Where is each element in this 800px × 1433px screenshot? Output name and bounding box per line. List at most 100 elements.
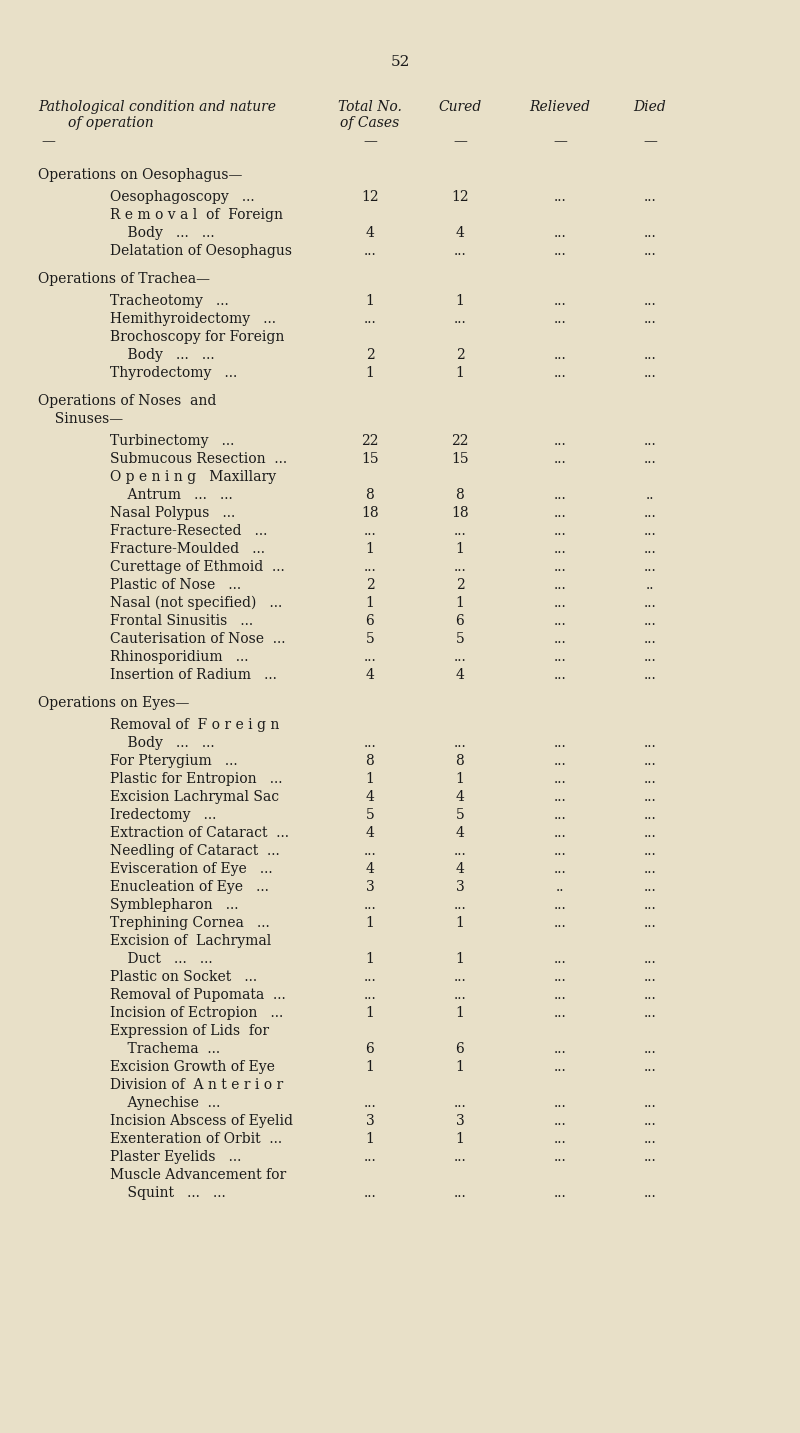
Text: of operation: of operation bbox=[68, 116, 154, 130]
Text: ...: ... bbox=[454, 312, 466, 325]
Text: Incision of Ectropion   ...: Incision of Ectropion ... bbox=[110, 1006, 283, 1020]
Text: Removal of  F o r e i g n: Removal of F o r e i g n bbox=[110, 718, 279, 732]
Text: 22: 22 bbox=[451, 434, 469, 449]
Text: ...: ... bbox=[364, 244, 376, 258]
Text: 6: 6 bbox=[456, 613, 464, 628]
Text: 22: 22 bbox=[362, 434, 378, 449]
Text: 8: 8 bbox=[456, 489, 464, 502]
Text: ...: ... bbox=[554, 863, 566, 876]
Text: ...: ... bbox=[644, 1187, 656, 1199]
Text: 5: 5 bbox=[456, 632, 464, 646]
Text: ...: ... bbox=[364, 1151, 376, 1164]
Text: 1: 1 bbox=[455, 596, 465, 610]
Text: Plastic of Nose   ...: Plastic of Nose ... bbox=[110, 577, 241, 592]
Text: Fracture-Resected   ...: Fracture-Resected ... bbox=[110, 524, 267, 537]
Text: For Pterygium   ...: For Pterygium ... bbox=[110, 754, 238, 768]
Text: ...: ... bbox=[644, 844, 656, 858]
Text: 52: 52 bbox=[390, 54, 410, 69]
Text: Died: Died bbox=[634, 100, 666, 115]
Text: ...: ... bbox=[554, 294, 566, 308]
Text: O p e n i n g   Maxillary: O p e n i n g Maxillary bbox=[110, 470, 276, 484]
Text: ...: ... bbox=[554, 524, 566, 537]
Text: ...: ... bbox=[554, 348, 566, 363]
Text: 1: 1 bbox=[366, 916, 374, 930]
Text: ...: ... bbox=[554, 916, 566, 930]
Text: Sinuses—: Sinuses— bbox=[46, 413, 123, 426]
Text: ...: ... bbox=[554, 987, 566, 1002]
Text: Plaster Eyelids   ...: Plaster Eyelids ... bbox=[110, 1151, 242, 1164]
Text: Total No.: Total No. bbox=[338, 100, 402, 115]
Text: 1: 1 bbox=[366, 294, 374, 308]
Text: 1: 1 bbox=[366, 365, 374, 380]
Text: Hemithyroidectomy   ...: Hemithyroidectomy ... bbox=[110, 312, 276, 325]
Text: ...: ... bbox=[554, 489, 566, 502]
Text: Incision Abscess of Eyelid: Incision Abscess of Eyelid bbox=[110, 1113, 293, 1128]
Text: 8: 8 bbox=[366, 754, 374, 768]
Text: 15: 15 bbox=[361, 451, 379, 466]
Text: ...: ... bbox=[644, 312, 656, 325]
Text: ...: ... bbox=[644, 1042, 656, 1056]
Text: Removal of Pupomata  ...: Removal of Pupomata ... bbox=[110, 987, 286, 1002]
Text: Relieved: Relieved bbox=[530, 100, 590, 115]
Text: Turbinectomy   ...: Turbinectomy ... bbox=[110, 434, 234, 449]
Text: Insertion of Radium   ...: Insertion of Radium ... bbox=[110, 668, 277, 682]
Text: 12: 12 bbox=[451, 191, 469, 203]
Text: ...: ... bbox=[364, 1187, 376, 1199]
Text: 1: 1 bbox=[366, 596, 374, 610]
Text: Delatation of Oesophagus: Delatation of Oesophagus bbox=[110, 244, 292, 258]
Text: Operations on Eyes—: Operations on Eyes— bbox=[38, 696, 190, 709]
Text: ...: ... bbox=[644, 772, 656, 785]
Text: ...: ... bbox=[454, 1151, 466, 1164]
Text: ...: ... bbox=[364, 1096, 376, 1111]
Text: 1: 1 bbox=[455, 542, 465, 556]
Text: ...: ... bbox=[644, 880, 656, 894]
Text: 5: 5 bbox=[456, 808, 464, 823]
Text: ...: ... bbox=[644, 596, 656, 610]
Text: ...: ... bbox=[644, 542, 656, 556]
Text: Body   ...   ...: Body ... ... bbox=[110, 226, 214, 239]
Text: 4: 4 bbox=[455, 863, 465, 876]
Text: ...: ... bbox=[554, 613, 566, 628]
Text: ...: ... bbox=[644, 737, 656, 749]
Text: ...: ... bbox=[644, 651, 656, 663]
Text: ...: ... bbox=[364, 651, 376, 663]
Text: 3: 3 bbox=[456, 880, 464, 894]
Text: Expression of Lids  for: Expression of Lids for bbox=[110, 1025, 269, 1037]
Text: ...: ... bbox=[554, 560, 566, 575]
Text: 4: 4 bbox=[366, 825, 374, 840]
Text: —: — bbox=[643, 135, 657, 148]
Text: ...: ... bbox=[554, 542, 566, 556]
Text: ...: ... bbox=[644, 613, 656, 628]
Text: Evisceration of Eye   ...: Evisceration of Eye ... bbox=[110, 863, 273, 876]
Text: ...: ... bbox=[644, 790, 656, 804]
Text: ...: ... bbox=[554, 970, 566, 984]
Text: Cauterisation of Nose  ...: Cauterisation of Nose ... bbox=[110, 632, 286, 646]
Text: ...: ... bbox=[554, 506, 566, 520]
Text: Nasal Polypus   ...: Nasal Polypus ... bbox=[110, 506, 235, 520]
Text: 1: 1 bbox=[366, 1006, 374, 1020]
Text: ...: ... bbox=[554, 1006, 566, 1020]
Text: ...: ... bbox=[364, 898, 376, 911]
Text: 1: 1 bbox=[366, 542, 374, 556]
Text: ...: ... bbox=[554, 1060, 566, 1073]
Text: 4: 4 bbox=[455, 825, 465, 840]
Text: ..: .. bbox=[646, 489, 654, 502]
Text: Antrum   ...   ...: Antrum ... ... bbox=[110, 489, 233, 502]
Text: 1: 1 bbox=[455, 1132, 465, 1146]
Text: 6: 6 bbox=[456, 1042, 464, 1056]
Text: 4: 4 bbox=[366, 668, 374, 682]
Text: Enucleation of Eye   ...: Enucleation of Eye ... bbox=[110, 880, 269, 894]
Text: 1: 1 bbox=[455, 772, 465, 785]
Text: ...: ... bbox=[554, 451, 566, 466]
Text: ...: ... bbox=[554, 312, 566, 325]
Text: Operations on Oesophagus—: Operations on Oesophagus— bbox=[38, 168, 242, 182]
Text: Frontal Sinusitis   ...: Frontal Sinusitis ... bbox=[110, 613, 253, 628]
Text: ...: ... bbox=[644, 970, 656, 984]
Text: 8: 8 bbox=[366, 489, 374, 502]
Text: ...: ... bbox=[644, 191, 656, 203]
Text: ...: ... bbox=[554, 632, 566, 646]
Text: ...: ... bbox=[364, 844, 376, 858]
Text: 4: 4 bbox=[366, 790, 374, 804]
Text: Needling of Cataract  ...: Needling of Cataract ... bbox=[110, 844, 280, 858]
Text: 1: 1 bbox=[366, 1060, 374, 1073]
